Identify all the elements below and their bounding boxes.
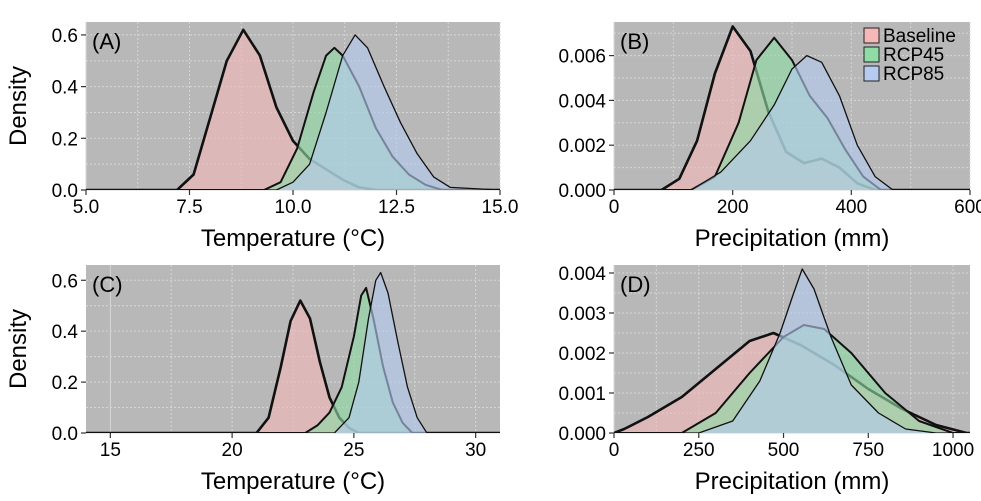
density-area-rcp85 <box>614 55 970 190</box>
density-curves <box>86 28 500 190</box>
density-area-baseline <box>86 300 500 433</box>
y-tick-label: 0.2 <box>52 129 78 150</box>
legend-label: Baseline <box>883 26 956 47</box>
x-tick-label: 200 <box>717 197 749 218</box>
density-area-baseline <box>614 26 970 190</box>
density-area-rcp85 <box>86 34 500 190</box>
panel-label: (C) <box>92 272 123 297</box>
x-tick-label: 12.5 <box>378 197 415 218</box>
density-area-rcp85 <box>614 269 970 433</box>
panel-label: (A) <box>92 29 121 54</box>
panel-b: 0 200 400 600 0.000 0.002 0.004 0.006 (B) Precipi… <box>558 22 981 252</box>
x-tick-label: 250 <box>683 440 715 461</box>
panel-c: 15 20 25 30 0.0 0.2 0.4 0.6 (C) Temperature (°C) D… <box>5 265 500 495</box>
y-tick-label: 0.0 <box>52 424 78 445</box>
y-tick-label: 0.4 <box>52 322 79 343</box>
y-tick-label: 0.002 <box>558 136 606 157</box>
legend-swatch <box>863 46 880 63</box>
x-axis-title: Precipitation (mm) <box>695 225 890 252</box>
density-line-rcp85 <box>614 268 970 433</box>
x-tick-label: 500 <box>768 440 800 461</box>
x-tick-label: 30 <box>465 440 486 461</box>
x-tick-label: 15 <box>100 440 121 461</box>
gridlines <box>86 265 500 434</box>
density-curves <box>614 25 970 190</box>
density-curves <box>614 268 970 433</box>
legend-swatch <box>863 27 880 44</box>
y-tick-label: 0.6 <box>52 271 78 292</box>
x-axis-title: Precipitation (mm) <box>695 468 890 495</box>
y-tick-label: 0.0 <box>52 181 78 202</box>
y-axis-title: Density <box>5 66 32 146</box>
y-tick-label: 0.4 <box>52 78 79 99</box>
x-tick-label: 600 <box>954 197 981 218</box>
legend-label: RCP45 <box>883 45 944 66</box>
y-tick-label: 0.001 <box>558 384 606 405</box>
panel-label: (D) <box>620 272 651 297</box>
density-line-rcp85 <box>86 271 500 433</box>
panel-d: 0 250 500 750 1000 0.000 0.001 0.002 0.003 0.004 (… <box>558 264 974 495</box>
x-tick-label: 400 <box>835 197 867 218</box>
x-axis-title: Temperature (°C) <box>201 468 385 495</box>
x-tick-label: 20 <box>222 440 243 461</box>
x-tick-label: 0 <box>609 440 620 461</box>
density-line-rcp85 <box>86 34 500 190</box>
y-tick-label: 0.000 <box>558 424 606 445</box>
y-tick-label: 0.000 <box>558 181 606 202</box>
legend-label: RCP85 <box>883 64 944 85</box>
density-area-rcp85 <box>86 272 500 433</box>
y-tick-label: 0.2 <box>52 373 78 394</box>
y-axis-title: Density <box>5 309 32 389</box>
density-area-rcp45 <box>86 47 500 190</box>
x-tick-label: 10.0 <box>275 197 312 218</box>
y-tick-label: 0.006 <box>558 47 606 68</box>
legend-swatch <box>863 65 880 82</box>
density-line-rcp85 <box>614 54 970 190</box>
x-tick-label: 15.0 <box>482 197 519 218</box>
x-tick-label: 5.0 <box>73 197 99 218</box>
panel-label: (B) <box>620 29 649 54</box>
panel-a: 5.0 7.5 10.0 12.5 15.0 0.0 0.2 0.4 0.6 (A) Tempera… <box>5 22 518 252</box>
y-tick-label: 0.003 <box>558 304 606 325</box>
y-tick-label: 0.002 <box>558 344 606 365</box>
x-tick-label: 0 <box>609 197 620 218</box>
density-curves <box>86 271 500 433</box>
x-tick-label: 750 <box>852 440 884 461</box>
x-tick-label: 7.5 <box>176 197 202 218</box>
y-tick-label: 0.6 <box>52 26 78 47</box>
y-tick-label: 0.004 <box>558 264 606 285</box>
y-tick-label: 0.004 <box>558 91 606 112</box>
x-axis-title: Temperature (°C) <box>201 225 385 252</box>
x-tick-label: 25 <box>343 440 364 461</box>
x-tick-label: 1000 <box>932 440 974 461</box>
